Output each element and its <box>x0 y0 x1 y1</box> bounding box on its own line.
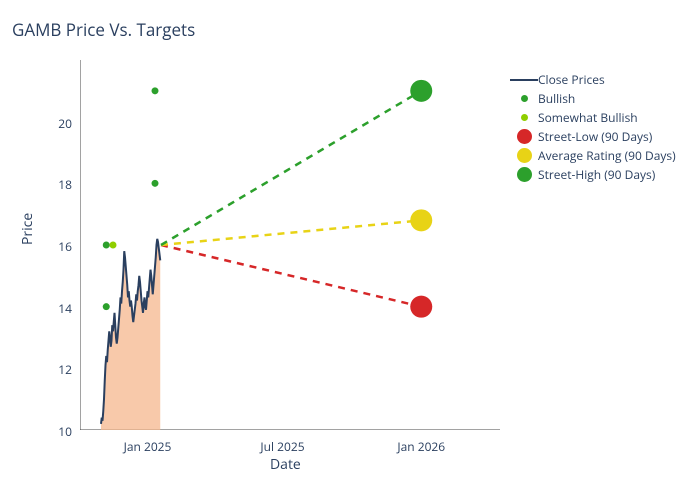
x-axis-label: Date <box>270 455 301 474</box>
legend-swatch <box>510 95 538 102</box>
legend-item: Bullish <box>510 89 676 108</box>
y-tick-label: 14 <box>42 300 72 317</box>
x-tick-label: Jan 2026 <box>397 438 445 455</box>
legend-swatch <box>510 79 538 81</box>
y-tick-label: 18 <box>42 176 72 193</box>
legend-swatch <box>510 114 538 121</box>
legend-item: Street-High (90 Days) <box>510 165 676 184</box>
x-tick-label: Jan 2025 <box>124 438 172 455</box>
chart-title: GAMB Price Vs. Targets <box>12 18 195 41</box>
legend: Close Prices Bullish Somewhat Bullish Stree… <box>510 70 676 184</box>
legend-swatch <box>510 148 538 163</box>
legend-label: Somewhat Bullish <box>538 109 638 126</box>
legend-swatch <box>510 167 538 182</box>
legend-label: Close Prices <box>538 71 605 88</box>
legend-item: Somewhat Bullish <box>510 108 676 127</box>
legend-label: Street-Low (90 Days) <box>538 128 652 145</box>
legend-item: Street-Low (90 Days) <box>510 127 676 146</box>
y-tick-label: 12 <box>42 361 72 378</box>
plot-area <box>80 60 500 430</box>
legend-item: Close Prices <box>510 70 676 89</box>
legend-label: Bullish <box>538 90 575 107</box>
legend-label: Street-High (90 Days) <box>538 166 655 183</box>
y-tick-label: 20 <box>42 115 72 132</box>
legend-label: Average Rating (90 Days) <box>538 147 676 164</box>
x-tick-label: Jul 2025 <box>260 438 304 455</box>
y-axis-label: Price <box>18 213 37 245</box>
price-targets-chart: GAMB Price Vs. Targets Price Date 10 12 14… <box>0 0 700 500</box>
legend-item: Average Rating (90 Days) <box>510 146 676 165</box>
y-tick-label: 10 <box>42 423 72 440</box>
y-tick-label: 16 <box>42 238 72 255</box>
legend-swatch <box>510 129 538 144</box>
